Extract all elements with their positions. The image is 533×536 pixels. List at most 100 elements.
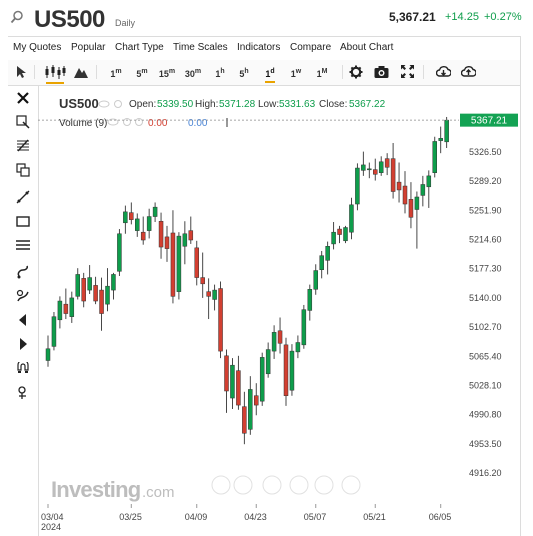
timeframe-1h[interactable]: 1h: [215, 68, 225, 79]
candle: [438, 126, 443, 154]
candle: [230, 358, 235, 410]
last-price-tag: 5367.21: [460, 113, 518, 127]
chart-navigation[interactable]: [211, 475, 361, 495]
y-tick-label: 5177.30: [469, 264, 502, 274]
price-change-percent: +0.27%: [484, 11, 522, 23]
legend-low: 5331.63: [279, 99, 316, 110]
drawing-tools-sidebar: [8, 86, 39, 536]
legend-high-label: High:: [195, 99, 218, 110]
menu-chart-type[interactable]: Chart Type: [115, 42, 164, 53]
candle-body: [337, 228, 342, 235]
candle-body: [271, 332, 277, 352]
candle-body: [367, 168, 372, 171]
search-icon[interactable]: [10, 10, 24, 24]
candle-body: [349, 204, 354, 233]
cloud-upload-icon[interactable]: [461, 65, 476, 79]
menu-indicators[interactable]: Indicators: [237, 42, 281, 53]
candle-body: [176, 235, 182, 292]
investing-watermark: Investing: [51, 477, 140, 502]
candle: [277, 317, 283, 354]
timeframe-1w[interactable]: 1w: [290, 68, 302, 79]
arrow-cursor-icon[interactable]: [15, 65, 27, 79]
candle: [307, 284, 313, 321]
x-tick-label: 03/25: [119, 512, 142, 522]
legend-high: 5371.28: [219, 99, 256, 110]
candle-body: [343, 227, 348, 242]
candle: [129, 202, 134, 225]
menu-compare[interactable]: Compare: [290, 42, 332, 53]
candle-body: [105, 285, 110, 305]
trendline-icon[interactable]: [16, 190, 30, 204]
menu-time-scales[interactable]: Time Scales: [173, 42, 228, 53]
timeframe-1M[interactable]: 1M: [316, 68, 328, 79]
nav-step-left-button: [233, 475, 253, 495]
candle-body: [432, 141, 437, 173]
timeframe-1d[interactable]: 1d: [262, 64, 278, 83]
candlestick-icon: [45, 65, 66, 79]
legend-visibility-icons[interactable]: [98, 100, 122, 108]
timeframe-1m[interactable]: 1m: [110, 68, 122, 79]
cloud-download-icon[interactable]: [436, 65, 451, 79]
candle: [301, 304, 307, 349]
menu-about-chart[interactable]: About Chart: [340, 42, 394, 53]
candle-body: [188, 230, 194, 241]
candle: [105, 268, 110, 312]
candle: [414, 191, 420, 249]
candle: [158, 212, 164, 259]
chart-toolbar: 1m 5m 15m 30m 1h 5h 1d 1w 1M: [8, 60, 520, 86]
candle-body: [408, 199, 414, 218]
candle: [325, 241, 330, 275]
candle: [337, 225, 342, 244]
candle-body: [301, 309, 307, 346]
candle: [254, 383, 259, 416]
price-change: +14.25: [445, 11, 479, 23]
legend-volume-icons[interactable]: [107, 118, 143, 126]
brush-icon[interactable]: [16, 265, 30, 279]
candle-body: [45, 348, 51, 361]
mountain-icon[interactable]: [74, 65, 88, 79]
candle-body: [93, 285, 98, 302]
rectangle-icon[interactable]: [16, 214, 30, 228]
price-chart[interactable]: 5326.50 5289.20 5251.90 5214.60 5177.30 5140.…: [38, 86, 520, 536]
candle-body: [325, 246, 330, 261]
brush-alt-icon[interactable]: [16, 289, 30, 303]
candle: [45, 335, 51, 367]
pin-icon[interactable]: [16, 386, 30, 400]
candle-body: [164, 236, 170, 249]
last-price: 5,367.21: [389, 10, 436, 24]
candle-body: [63, 303, 69, 314]
arrow-right-icon[interactable]: [16, 337, 30, 351]
candle-body: [206, 291, 211, 297]
candle-body: [378, 161, 384, 173]
candle-body: [140, 231, 146, 241]
y-tick-label: 5065.40: [469, 351, 502, 361]
candle: [63, 288, 69, 320]
camera-icon[interactable]: [374, 65, 389, 79]
timeframe-15m[interactable]: 15m: [158, 68, 176, 79]
arrow-left-icon[interactable]: [16, 313, 30, 327]
fullscreen-icon[interactable]: [401, 65, 414, 78]
gear-icon[interactable]: [349, 65, 363, 79]
magnet-icon[interactable]: [16, 362, 30, 376]
candle: [355, 163, 360, 211]
candle: [444, 116, 449, 148]
candle-body: [146, 216, 152, 231]
timeframe-5h[interactable]: 5h: [239, 68, 249, 79]
svg-text:5367.21: 5367.21: [471, 116, 508, 127]
candle: [289, 344, 295, 396]
fibonacci-icon[interactable]: [16, 139, 30, 153]
candlestick-chart-button[interactable]: [43, 64, 67, 84]
horizontal-lines-icon[interactable]: [16, 238, 30, 252]
candle-body: [75, 274, 80, 297]
timeframe-5m[interactable]: 5m: [136, 68, 148, 79]
menu-my-quotes[interactable]: My Quotes: [13, 42, 62, 53]
candle: [135, 213, 140, 237]
timeframe-30m[interactable]: 30m: [184, 68, 202, 79]
candle: [111, 272, 116, 300]
crosshair-icon[interactable]: [16, 91, 30, 105]
candle: [87, 265, 92, 294]
candle-body: [313, 270, 318, 290]
zoom-select-icon[interactable]: [16, 115, 30, 129]
menu-popular[interactable]: Popular: [71, 42, 106, 53]
clone-icon[interactable]: [16, 163, 30, 177]
